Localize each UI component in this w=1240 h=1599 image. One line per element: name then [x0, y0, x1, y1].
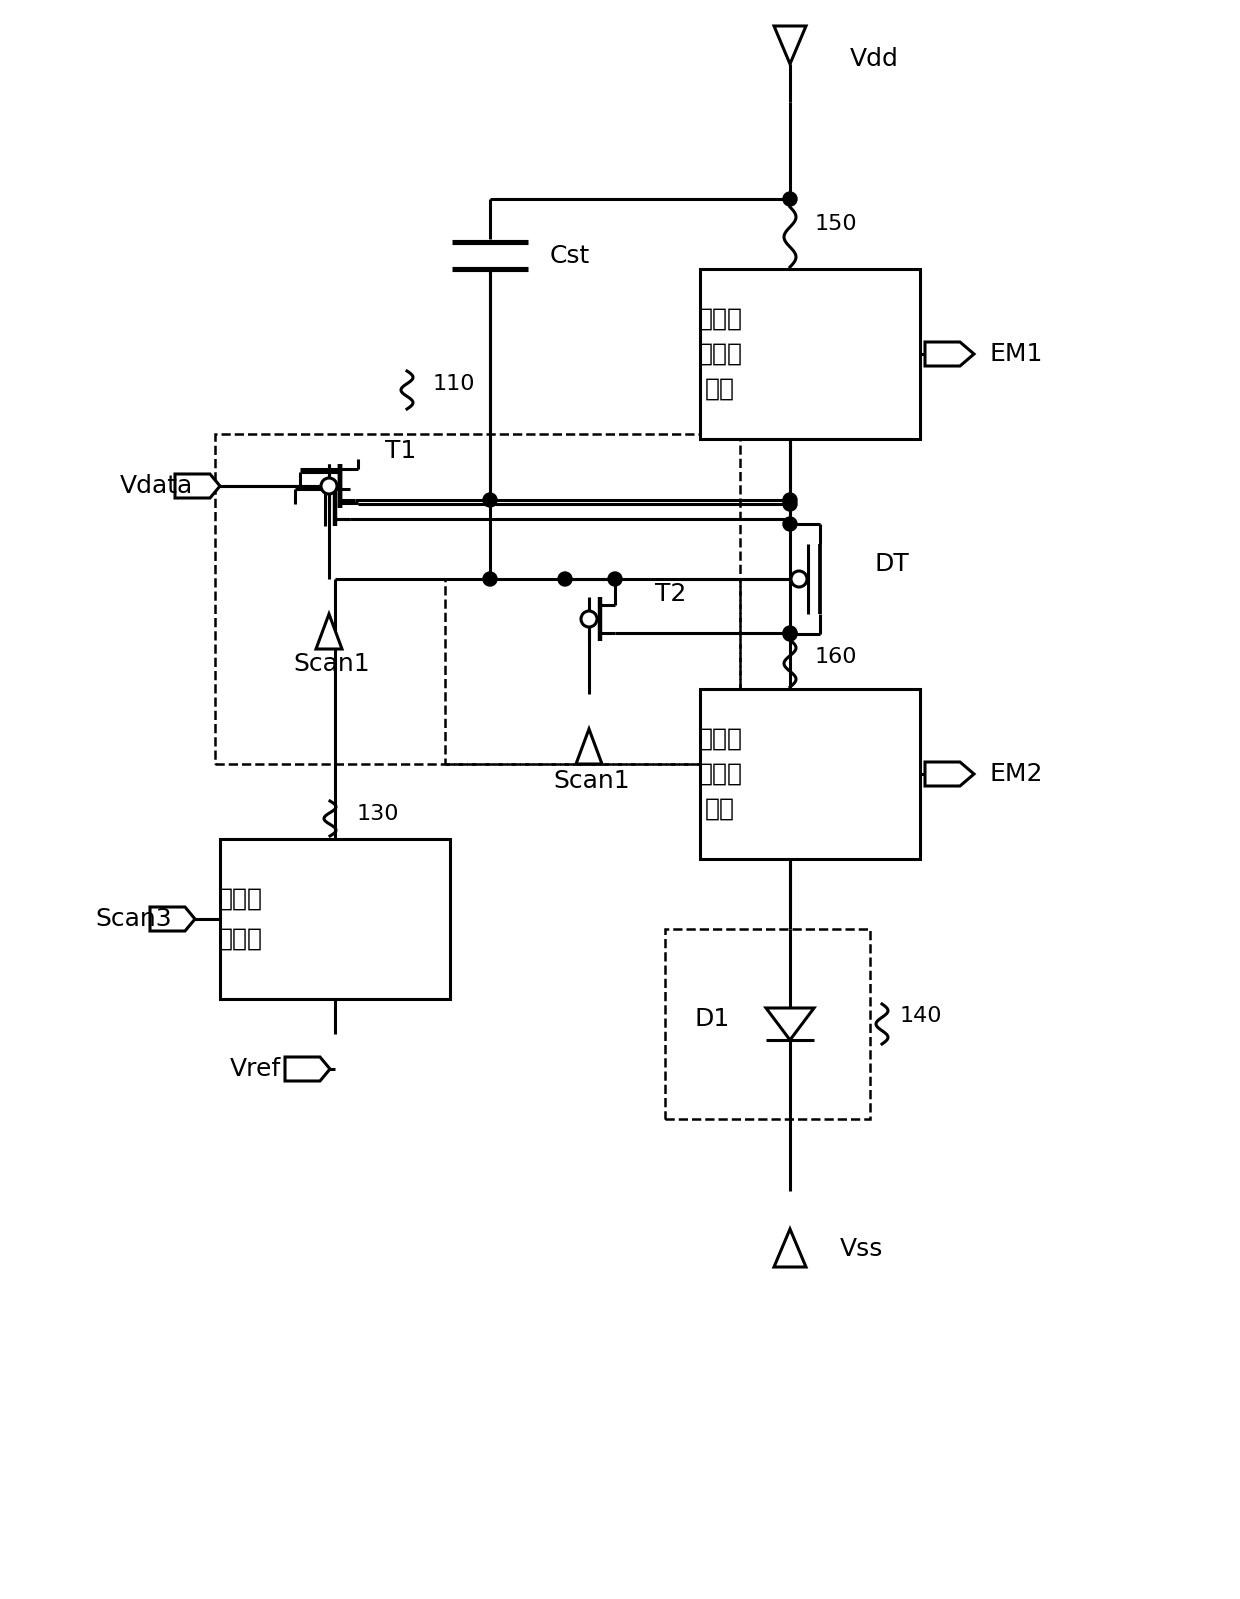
Bar: [701, 689, 920, 859]
Text: Scan3: Scan3: [95, 907, 171, 931]
Text: T2: T2: [655, 582, 687, 606]
Circle shape: [321, 478, 337, 494]
Text: Vref: Vref: [229, 1057, 281, 1081]
Text: DT: DT: [875, 552, 910, 576]
Text: D1: D1: [694, 1007, 730, 1031]
Polygon shape: [774, 1230, 806, 1266]
Text: 光控制: 光控制: [697, 763, 743, 787]
Circle shape: [608, 572, 622, 585]
Text: 110: 110: [433, 374, 475, 393]
Polygon shape: [925, 342, 973, 366]
Circle shape: [782, 625, 797, 640]
Text: Vss: Vss: [839, 1238, 883, 1262]
Text: Cst: Cst: [551, 245, 590, 269]
Circle shape: [782, 627, 797, 641]
Polygon shape: [150, 907, 195, 931]
Bar: [219, 839, 450, 999]
Bar: [701, 269, 920, 440]
Text: EM2: EM2: [990, 763, 1044, 787]
Circle shape: [582, 611, 596, 627]
Text: 第一复: 第一复: [217, 887, 263, 911]
Text: EM1: EM1: [990, 342, 1043, 366]
Polygon shape: [285, 1057, 330, 1081]
Circle shape: [791, 571, 807, 587]
Circle shape: [782, 516, 797, 531]
Polygon shape: [925, 763, 973, 787]
Circle shape: [484, 492, 497, 507]
Text: 模块: 模块: [706, 377, 735, 401]
Text: 位模块: 位模块: [217, 927, 263, 951]
Text: Vdd: Vdd: [849, 46, 899, 70]
Polygon shape: [316, 614, 342, 649]
Circle shape: [782, 497, 797, 512]
Circle shape: [782, 492, 797, 507]
Text: 光控制: 光控制: [697, 342, 743, 366]
Text: Scan1: Scan1: [294, 652, 371, 676]
Text: T1: T1: [384, 440, 417, 464]
Polygon shape: [577, 729, 601, 764]
Bar: [665, 929, 870, 1119]
Circle shape: [484, 572, 497, 585]
Circle shape: [782, 192, 797, 206]
Text: 150: 150: [815, 214, 858, 233]
Polygon shape: [175, 473, 219, 497]
Text: 160: 160: [815, 646, 858, 667]
Text: 第二发: 第二发: [697, 728, 743, 752]
Polygon shape: [774, 26, 806, 64]
Polygon shape: [766, 1007, 813, 1039]
Bar: [215, 433, 740, 764]
Text: 140: 140: [900, 1006, 942, 1027]
Text: 模块: 模块: [706, 796, 735, 820]
Text: 130: 130: [357, 804, 399, 823]
Text: Vdata: Vdata: [120, 473, 193, 497]
Circle shape: [558, 572, 572, 585]
Text: 第一发: 第一发: [697, 307, 743, 331]
Bar: [445, 579, 740, 764]
Text: Scan1: Scan1: [554, 769, 630, 793]
